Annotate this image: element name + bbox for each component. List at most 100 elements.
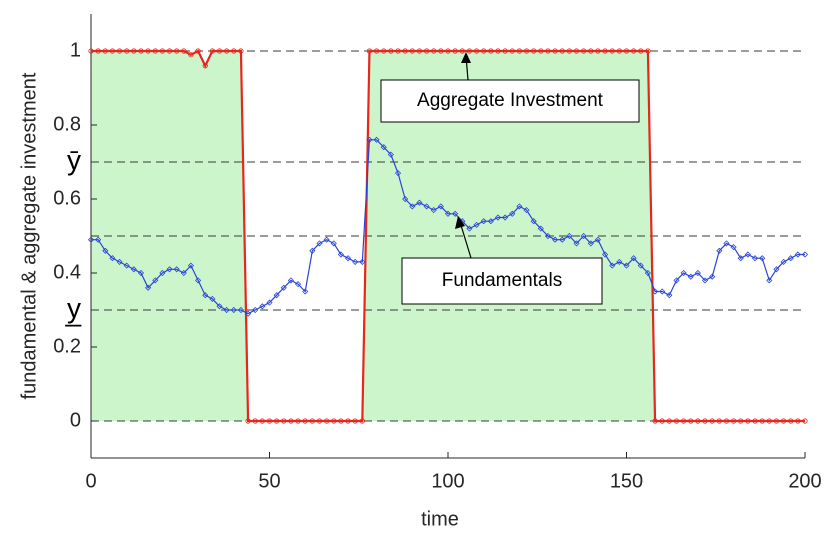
marker <box>209 48 215 54</box>
marker <box>216 48 223 54</box>
marker <box>788 418 794 424</box>
marker <box>330 240 337 247</box>
marker <box>224 48 230 54</box>
marker <box>395 48 401 54</box>
marker <box>701 277 709 284</box>
annotation-box <box>401 257 603 305</box>
marker <box>316 240 323 247</box>
marker <box>666 292 673 299</box>
marker <box>252 418 258 424</box>
marker <box>195 277 202 284</box>
marker <box>238 48 244 54</box>
marker <box>688 418 694 424</box>
marker <box>609 262 616 269</box>
marker <box>709 273 716 280</box>
marker <box>366 136 373 143</box>
y-tick-label: 0.2 <box>53 335 81 357</box>
marker <box>602 251 609 258</box>
marker <box>566 232 573 240</box>
marker <box>323 236 330 243</box>
marker <box>581 48 587 54</box>
marker <box>538 48 544 54</box>
marker <box>616 258 623 265</box>
marker <box>659 288 666 295</box>
marker <box>666 418 672 424</box>
marker <box>745 418 751 424</box>
marker <box>109 48 116 54</box>
marker <box>716 418 722 424</box>
marker <box>102 247 109 254</box>
marker <box>288 418 294 424</box>
marker <box>181 48 187 54</box>
marker <box>88 48 94 54</box>
marker <box>587 240 594 247</box>
marker <box>87 236 95 243</box>
marker <box>231 48 237 54</box>
marker <box>209 295 216 302</box>
marker <box>187 262 195 269</box>
marker <box>237 306 245 314</box>
marker <box>638 48 644 54</box>
marker <box>702 418 708 424</box>
marker <box>437 203 444 210</box>
marker <box>631 48 637 54</box>
marker <box>531 48 537 54</box>
marker <box>352 258 359 265</box>
marker <box>123 262 130 269</box>
marker <box>216 303 223 310</box>
marker <box>502 48 508 54</box>
y-tick-label: 1 <box>70 39 81 61</box>
marker <box>152 48 158 54</box>
marker <box>344 255 352 262</box>
marker <box>295 418 301 424</box>
series-line <box>91 139 805 315</box>
marker <box>116 258 123 265</box>
marker <box>495 48 501 54</box>
marker <box>473 221 480 228</box>
marker <box>324 418 330 424</box>
marker <box>695 418 701 424</box>
marker <box>331 418 337 424</box>
marker <box>744 251 751 258</box>
marker <box>381 48 387 54</box>
marker <box>287 277 294 284</box>
marker <box>766 418 772 424</box>
marker <box>523 207 530 214</box>
marker <box>659 418 665 424</box>
marker <box>530 218 537 225</box>
x-tick-label: 100 <box>431 470 464 492</box>
marker <box>502 214 509 221</box>
marker <box>294 281 302 288</box>
marker <box>552 48 558 54</box>
marker <box>452 48 458 54</box>
x-tick-label: 150 <box>610 470 643 492</box>
marker <box>102 48 108 54</box>
marker <box>359 418 365 424</box>
marker <box>480 218 487 225</box>
marker <box>694 269 701 277</box>
marker <box>473 48 480 54</box>
marker <box>259 418 265 424</box>
marker <box>623 262 630 269</box>
marker <box>245 310 252 317</box>
marker <box>644 269 651 277</box>
marker <box>523 48 530 54</box>
marker <box>623 48 630 54</box>
marker <box>138 48 144 54</box>
y-tick-label: 0.4 <box>53 261 81 283</box>
marker <box>130 266 137 273</box>
marker <box>738 418 744 424</box>
marker <box>652 418 658 424</box>
marker <box>266 299 273 306</box>
marker <box>609 48 615 54</box>
marker <box>559 236 566 243</box>
marker <box>681 418 687 424</box>
marker <box>723 240 730 247</box>
marker <box>566 48 572 54</box>
marker <box>124 48 130 54</box>
marker <box>202 63 208 69</box>
marker <box>402 195 409 203</box>
marker <box>716 247 723 254</box>
marker <box>616 48 622 54</box>
